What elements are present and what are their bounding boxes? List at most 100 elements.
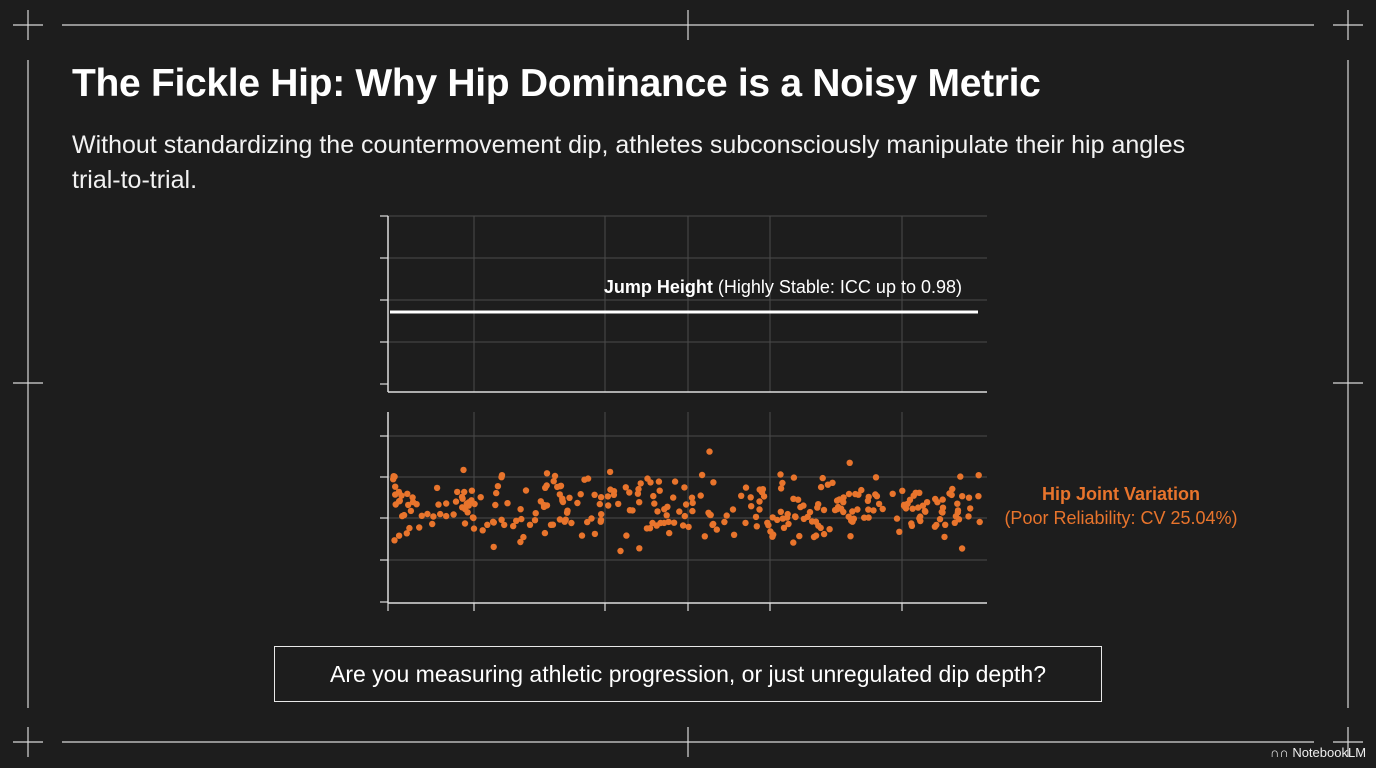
- noise-dot: [840, 499, 847, 506]
- noise-dot: [909, 505, 916, 512]
- noise-dot: [484, 521, 491, 528]
- noise-dot: [939, 496, 946, 503]
- noise-dot: [826, 526, 833, 533]
- noise-dot: [470, 514, 477, 522]
- noise-dot: [706, 448, 713, 455]
- noise-dot: [829, 479, 836, 486]
- noise-dot: [504, 500, 511, 507]
- noise-dot: [820, 506, 828, 514]
- noise-dot: [796, 532, 803, 540]
- noise-dot: [559, 495, 566, 502]
- noise-dot: [742, 484, 750, 491]
- noise-dot: [650, 492, 657, 500]
- noise-dot: [636, 499, 643, 506]
- noise-dot: [459, 495, 466, 502]
- noise-dot: [634, 490, 642, 497]
- noise-dot: [688, 494, 696, 501]
- noise-dot: [879, 505, 886, 513]
- noise-dot: [676, 508, 683, 515]
- noise-dot: [875, 500, 883, 508]
- noise-dot: [549, 521, 557, 528]
- noise-dot: [765, 522, 772, 529]
- watermark: ∩∩ NotebookLM: [1270, 745, 1367, 760]
- noise-dot: [409, 498, 417, 506]
- noise-dot: [522, 487, 530, 494]
- noise-dot: [430, 513, 437, 520]
- noise-dot: [760, 493, 768, 500]
- noise-dot: [407, 507, 415, 515]
- noise-dot: [812, 532, 820, 539]
- noise-dot: [653, 522, 660, 529]
- noise-dot: [954, 500, 961, 507]
- noise-dot: [908, 522, 916, 529]
- noise-dot: [723, 512, 730, 519]
- noise-dot: [540, 501, 548, 509]
- variation-detail: (Poor Reliability: CV 25.04%): [1004, 508, 1237, 528]
- noise-dot: [792, 513, 799, 521]
- noise-dot: [663, 512, 670, 519]
- noise-dot: [769, 514, 776, 521]
- noise-dot: [820, 530, 828, 538]
- noise-dot: [916, 515, 923, 522]
- noise-dot: [756, 498, 763, 505]
- noise-dot: [679, 522, 687, 529]
- noise-dot: [834, 503, 842, 511]
- noise-dot: [578, 532, 586, 539]
- noise-dot: [975, 472, 982, 479]
- noise-dot: [817, 483, 825, 491]
- noise-dot: [756, 486, 763, 493]
- noise-dot: [471, 500, 478, 508]
- stable-label-bold: Jump Height: [604, 277, 713, 297]
- noise-dot: [923, 499, 931, 506]
- noise-dot: [664, 503, 671, 510]
- noise-dot: [779, 479, 786, 487]
- noise-dot: [855, 491, 862, 498]
- noise-dot: [954, 507, 962, 514]
- noise-dot: [437, 510, 444, 518]
- noise-dot: [713, 526, 720, 533]
- noise-dot: [654, 508, 661, 515]
- noise-dot: [698, 471, 706, 479]
- noise-dot: [959, 493, 966, 500]
- noise-dot: [406, 524, 413, 532]
- noise-dot: [815, 522, 822, 529]
- noise-dot: [848, 517, 855, 524]
- noise-dot: [461, 520, 469, 527]
- noise-dot: [685, 523, 692, 531]
- noise-dot: [404, 490, 411, 497]
- noise-dot: [800, 502, 807, 509]
- noise-dot: [651, 500, 658, 507]
- noise-dot: [840, 494, 847, 501]
- noise-dot: [941, 533, 948, 541]
- noise-dot: [865, 514, 872, 521]
- noise-dot: [777, 471, 784, 478]
- noise-dot: [610, 491, 618, 498]
- noise-dot: [460, 466, 467, 474]
- noise-dot: [847, 533, 854, 540]
- noise-dot: [562, 516, 569, 523]
- panels: [380, 215, 987, 611]
- noise-dot: [418, 512, 425, 519]
- noise-dot: [938, 508, 945, 516]
- noise-dot: [489, 518, 497, 525]
- noise-dot: [936, 516, 944, 523]
- noise-dot: [468, 487, 476, 494]
- noise-dot: [395, 532, 403, 539]
- noise-dot: [604, 493, 612, 500]
- noise-dot: [622, 484, 629, 491]
- noise-dot: [785, 520, 792, 528]
- noise-dot: [819, 474, 826, 482]
- noise-dot: [906, 496, 914, 503]
- noise-dot: [753, 523, 760, 530]
- noise-dot: [670, 519, 678, 526]
- noise-dot: [463, 500, 470, 507]
- noise-dot: [510, 522, 517, 530]
- noise-dot: [893, 515, 901, 522]
- variation-title: Hip Joint Variation: [1042, 484, 1200, 504]
- noise-dot: [689, 507, 696, 515]
- noise-dot: [452, 498, 460, 505]
- noise-dot: [498, 472, 506, 479]
- noise-dot: [450, 511, 457, 518]
- noise-dot: [681, 484, 688, 491]
- noise-dot: [566, 494, 573, 501]
